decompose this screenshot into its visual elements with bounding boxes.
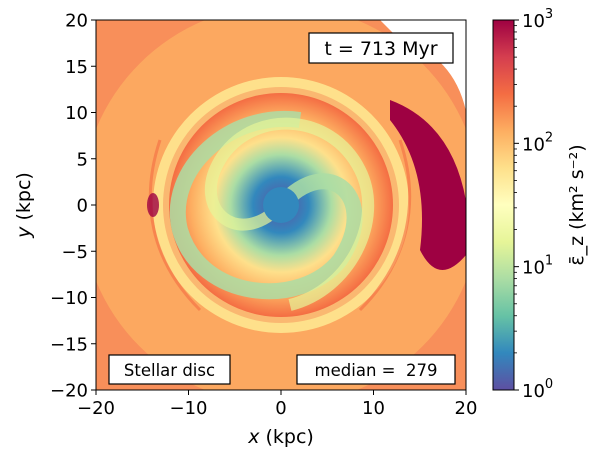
- colorbar-tick-label: 101: [522, 254, 553, 279]
- x-tick-label: −20: [77, 398, 115, 419]
- y-axis-label: y (kpc): [13, 172, 35, 239]
- x-tick-label: 20: [455, 398, 478, 419]
- colorbar-tick-base: 10: [522, 258, 545, 279]
- arc-feature-right: [358, 139, 412, 312]
- spiral-arm-1: [170, 110, 363, 300]
- y-tick-label: −15: [50, 334, 88, 355]
- x-tick-label: 0: [275, 398, 286, 419]
- time-annotation: t = 713 Myr: [308, 32, 454, 64]
- time-label: t = 713 Myr: [324, 38, 437, 60]
- colorbar-gradient: [493, 20, 514, 390]
- colorbar-frame: [492, 19, 515, 391]
- x-tick-label: 10: [362, 398, 385, 419]
- y-axis-symbol: y: [13, 226, 35, 239]
- y-tick-label: 0: [77, 196, 88, 217]
- median-annotation: median = 279: [296, 354, 456, 385]
- x-tick-label: −10: [170, 398, 208, 419]
- component-label: Stellar disc: [124, 361, 215, 380]
- x-axis-label: x (kpc): [247, 426, 314, 448]
- x-axis-ticks: −20 −10 0 10 20: [77, 390, 477, 419]
- x-axis-symbol: x: [247, 426, 260, 448]
- colorbar-tick-base: 10: [522, 381, 545, 402]
- colorbar-tick-label: 102: [522, 130, 553, 155]
- y-tick-label: −20: [50, 381, 88, 402]
- left-hotspot: [147, 193, 159, 217]
- y-tick-label: 10: [65, 103, 88, 124]
- colorbar-label: ε̄_z (km² s⁻²): [566, 144, 588, 265]
- arc-feature-left: [148, 139, 202, 312]
- y-tick-label: 5: [77, 149, 88, 170]
- disc-centre: [263, 187, 299, 223]
- y-axis-ticks: −20 −15 −10 −5 0 5 10 15 20: [50, 11, 96, 402]
- x-axis-unit: (kpc): [259, 426, 313, 448]
- colorbar-tick-label: 100: [522, 377, 553, 402]
- colorbar-tick-exponent: 3: [545, 7, 553, 22]
- spiral-arm-2: [204, 117, 375, 311]
- colorbar-tick-exponent: 0: [545, 377, 553, 392]
- y-tick-label: −5: [61, 242, 88, 263]
- y-axis-unit: (kpc): [13, 172, 35, 226]
- component-annotation: Stellar disc: [108, 354, 231, 385]
- colorbar-tick-exponent: 1: [545, 254, 553, 269]
- y-tick-label: 20: [65, 11, 88, 32]
- y-tick-label: −10: [50, 288, 88, 309]
- colorbar-tick-base: 10: [522, 11, 545, 32]
- high-dispersion-region: [390, 100, 466, 270]
- colorbar-tick-exponent: 2: [545, 130, 553, 145]
- colorbar-tick-base: 10: [522, 134, 545, 155]
- median-label: median = 279: [315, 361, 438, 380]
- y-tick-label: 15: [65, 57, 88, 78]
- heatmap-plot-area: [96, 20, 466, 390]
- colorbar-tick-label: 103: [522, 7, 553, 32]
